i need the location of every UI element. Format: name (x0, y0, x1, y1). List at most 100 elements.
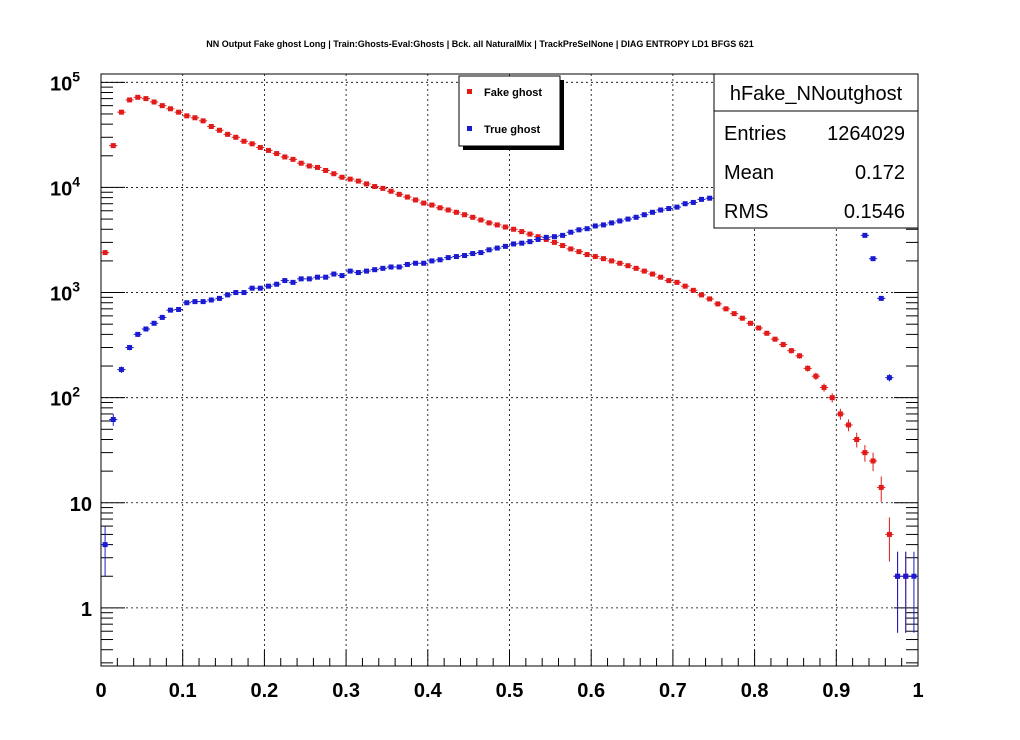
data-point (715, 301, 721, 307)
data-point (658, 274, 664, 280)
data-point (339, 273, 345, 279)
data-point (159, 314, 165, 320)
data-point (241, 138, 247, 144)
data-point (633, 214, 639, 220)
data-point (543, 234, 549, 240)
data-point (641, 268, 647, 274)
data-point (118, 109, 124, 115)
data-point (617, 218, 623, 224)
data-point (519, 240, 525, 246)
y-tick-label: 103 (50, 279, 80, 306)
data-point (143, 326, 149, 332)
data-point (682, 283, 688, 289)
data-point (135, 94, 141, 100)
data-point (159, 103, 165, 109)
data-point (862, 232, 868, 238)
data-point (470, 251, 476, 257)
legend-label-true-ghost: True ghost (484, 124, 541, 136)
data-point (380, 265, 386, 271)
data-point (364, 181, 370, 187)
data-point (437, 257, 443, 263)
data-point (208, 123, 214, 129)
data-point (551, 234, 557, 240)
data-point (584, 226, 590, 232)
stats-mean-label: Mean (724, 162, 774, 184)
data-point (216, 127, 222, 133)
data-point (257, 144, 263, 150)
data-point (478, 217, 484, 223)
data-point (274, 151, 280, 157)
data-point (118, 367, 124, 373)
data-point (560, 232, 566, 238)
data-point (192, 115, 198, 121)
data-point (486, 247, 492, 253)
data-point (576, 249, 582, 255)
x-tick-label: 0.5 (496, 680, 524, 702)
data-point (698, 292, 704, 298)
stats-rms-value: 0.1546 (844, 201, 905, 223)
stats-box: hFake_NNoutghost Entries 1264029 Mean 0.… (713, 73, 919, 229)
stats-mean-value: 0.172 (855, 162, 905, 184)
data-point (592, 223, 598, 229)
data-point (127, 345, 133, 351)
chart-title: NN Output Fake ghost Long | Train:Ghosts… (206, 39, 754, 49)
data-point (772, 336, 778, 342)
y-tick-label: 1 (81, 599, 92, 621)
data-point (560, 243, 566, 249)
x-tick-label: 0.4 (414, 680, 443, 702)
data-point (184, 300, 190, 306)
data-point (421, 260, 427, 266)
data-point (698, 196, 704, 202)
data-point (649, 271, 655, 277)
data-point (453, 254, 459, 260)
data-point (249, 141, 255, 147)
data-point (854, 436, 860, 442)
x-tick-label: 0.8 (741, 680, 769, 702)
x-tick-label: 0.2 (250, 680, 278, 702)
data-point (110, 416, 116, 422)
data-point (453, 209, 459, 215)
data-point (494, 245, 500, 251)
data-point (323, 274, 329, 280)
data-point (233, 290, 239, 296)
data-point (151, 320, 157, 326)
data-point (886, 531, 892, 537)
data-point (184, 113, 190, 119)
data-point (568, 246, 574, 252)
y-tick-label: 104 (50, 173, 80, 200)
data-point (478, 250, 484, 256)
data-point (388, 188, 394, 194)
data-point (633, 265, 639, 271)
data-point (396, 264, 402, 270)
data-point (176, 306, 182, 312)
data-point (143, 96, 149, 102)
data-point (502, 243, 508, 249)
y-tick-label: 10 (70, 494, 92, 516)
legend-marker-fake-ghost (467, 89, 472, 94)
stats-entries-label: Entries (724, 123, 786, 145)
x-tick-label: 0.9 (822, 680, 850, 702)
data-point (233, 134, 239, 140)
data-point (413, 197, 419, 203)
data-point (535, 236, 541, 242)
data-point (372, 267, 378, 273)
data-point (617, 260, 623, 266)
data-point (192, 299, 198, 305)
data-point (347, 176, 353, 182)
data-point (290, 279, 296, 285)
data-point (658, 207, 664, 213)
data-point (445, 207, 451, 213)
data-point (306, 163, 312, 169)
data-point (878, 295, 884, 301)
data-point (298, 276, 304, 282)
data-point (355, 178, 361, 184)
data-point (666, 206, 672, 212)
x-tick-label: 0.6 (577, 680, 605, 702)
x-tick-label: 1 (912, 680, 923, 702)
data-point (797, 353, 803, 359)
data-point (102, 542, 108, 548)
data-point (225, 131, 231, 137)
data-point (208, 297, 214, 303)
data-point (216, 295, 222, 301)
data-point (241, 290, 247, 296)
